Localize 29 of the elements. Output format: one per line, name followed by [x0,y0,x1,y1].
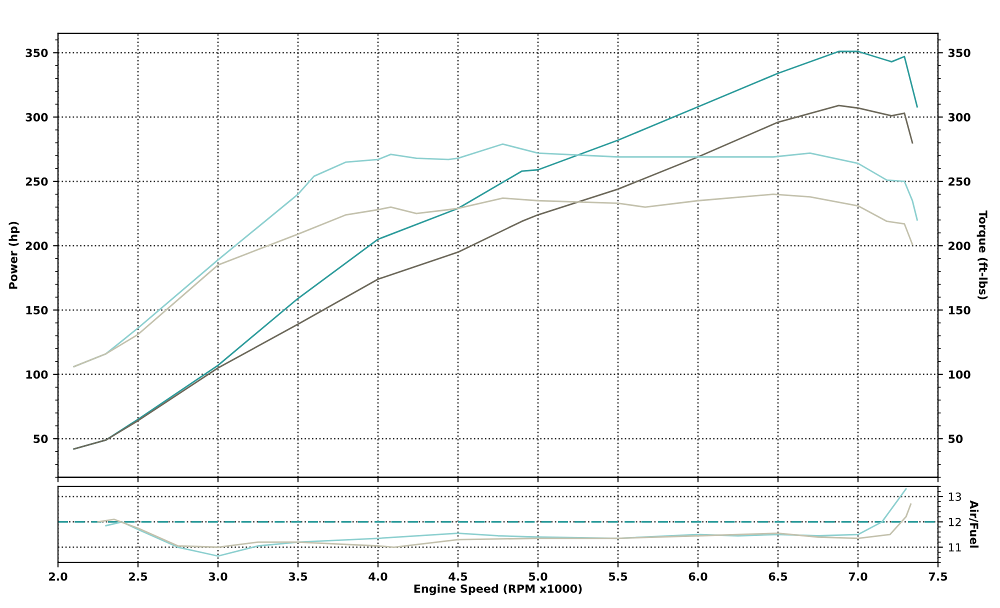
x-tick-label: 2.0 [49,572,68,581]
y-tick-label: 150 [26,306,48,314]
x-tick-label: 2.5 [129,572,148,581]
y-tick-label: 300 [26,113,48,122]
y-tick-label: 12 [948,518,961,526]
x-axis-title: Engine Speed (RPM x1000) [414,584,582,596]
line-series [97,503,912,548]
y-tick-label: 250 [26,177,48,186]
x-tick-label: 4.5 [448,572,468,581]
x-tick-label: 3.5 [288,572,308,581]
y-tick-label: 200 [26,242,48,250]
y-tick-label: 13 [948,492,961,501]
y-tick-label: 350 [26,48,48,58]
x-tick-label: 4.0 [368,572,388,581]
y-axis-title: Air/Fuel [969,500,979,548]
line-series [73,193,914,368]
x-tick-label: 6.0 [688,572,708,581]
line-series [105,488,907,557]
y-axis-title: Power (hp) [8,222,20,289]
x-tick-label: 5.0 [529,572,548,581]
y-tick-label: 11 [948,543,961,552]
x-tick-label: 6.5 [768,572,788,581]
y-tick-label: 50 [34,434,48,444]
x-tick-label: 7.5 [928,572,948,581]
y-tick-label: 100 [26,370,48,379]
x-tick-label: 7.0 [848,572,868,581]
y2-axis-title: Torque (ft-lbs) [976,210,988,300]
x-tick-label: 3.0 [208,572,228,581]
x-tick-label: 5.5 [609,572,628,581]
